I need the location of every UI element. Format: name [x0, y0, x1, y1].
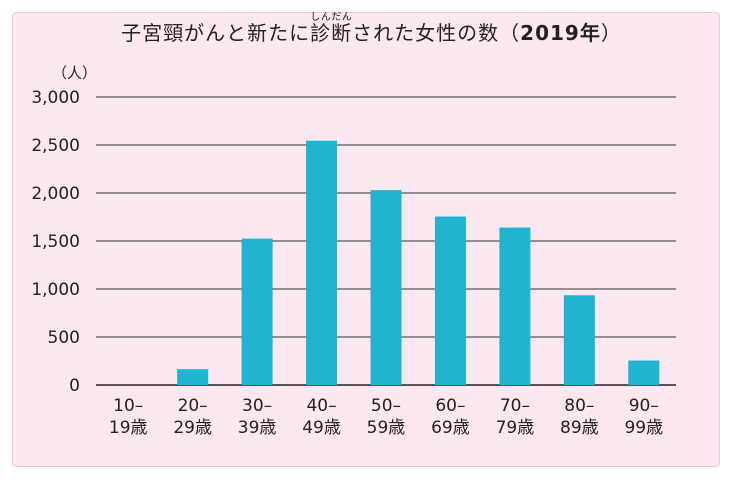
x-tick-label-line2: 79歳: [496, 418, 535, 438]
bar: [241, 238, 273, 385]
x-tick-label-line2: 59歳: [367, 418, 406, 438]
title-part-after: された女性の数（: [352, 21, 521, 45]
y-tick-label: 1,000: [31, 280, 80, 300]
bar: [177, 369, 209, 385]
x-tick-label-line2: 19歳: [109, 418, 148, 438]
y-tick-label: 3,000: [31, 88, 80, 108]
bar: [628, 360, 660, 385]
x-tick-label-line1: 90–: [629, 396, 659, 416]
x-tick-label-line1: 10–: [113, 396, 143, 416]
x-tick-label-line1: 80–: [564, 396, 594, 416]
x-tick-label-line1: 60–: [435, 396, 465, 416]
title-part-before: 子宮頸がんと新たに: [121, 21, 311, 45]
x-tick-label-line2: 29歳: [173, 418, 212, 438]
chart-background: [12, 12, 720, 467]
x-tick-label-line2: 99歳: [624, 418, 663, 438]
x-tick-label-line2: 69歳: [431, 418, 470, 438]
title-close: ）: [600, 21, 622, 45]
title-year: 2019年: [520, 21, 601, 45]
x-tick-label-line2: 39歳: [238, 418, 277, 438]
y-tick-label: 1,500: [31, 232, 80, 252]
x-tick-label-line1: 40–: [306, 396, 336, 416]
x-tick-label-line1: 70–: [500, 396, 530, 416]
bar: [434, 216, 466, 385]
bar: [563, 295, 595, 385]
y-tick-label: 2,000: [31, 184, 80, 204]
bar: [370, 190, 402, 385]
title-ruby-base: 診断: [310, 21, 353, 45]
y-tick-label: 500: [48, 328, 80, 348]
x-tick-label-line1: 50–: [371, 396, 401, 416]
title-ruby-text: しんだん: [310, 12, 353, 23]
title-ruby: 診断しんだん: [310, 12, 353, 45]
bar: [306, 140, 338, 385]
y-tick-label: 2,500: [31, 136, 80, 156]
x-tick-label-line2: 89歳: [560, 418, 599, 438]
x-tick-label-line1: 30–: [242, 396, 272, 416]
chart-title: 子宮頸がんと新たに診断しんだんされた女性の数（2019年）: [121, 12, 622, 45]
y-tick-label: 0: [69, 376, 80, 396]
x-tick-label-line2: 49歳: [302, 418, 341, 438]
bar: [499, 227, 531, 385]
chart-title-container: 子宮頸がんと新たに診断しんだんされた女性の数（2019年）: [0, 12, 743, 46]
x-tick-label-line1: 20–: [178, 396, 208, 416]
y-axis-unit-label: （人）: [52, 64, 98, 82]
